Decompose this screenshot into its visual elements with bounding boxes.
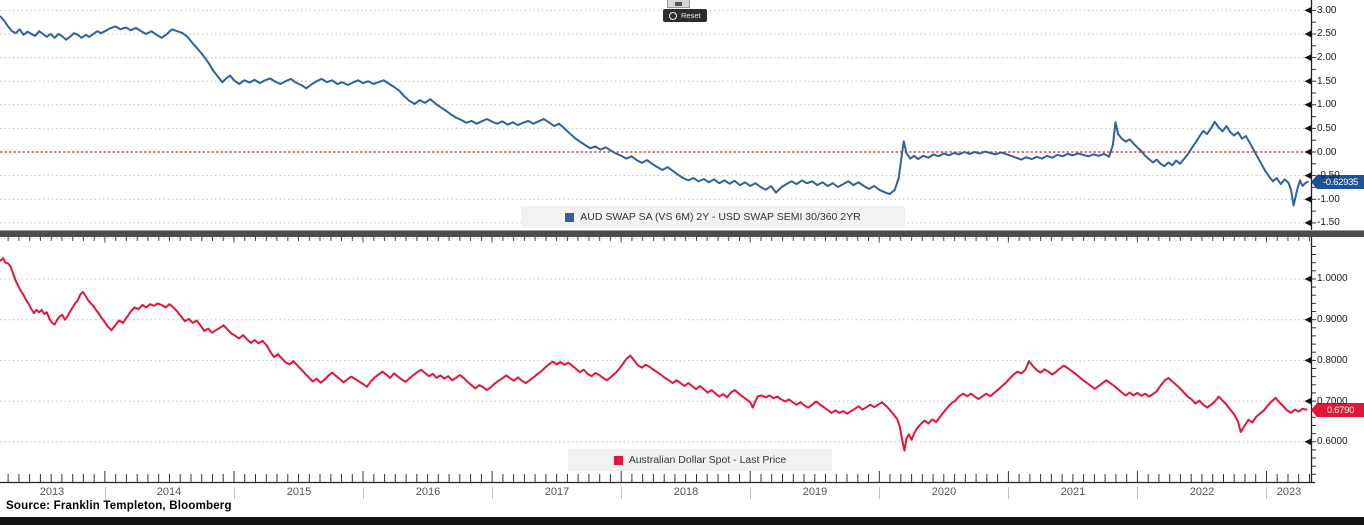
x-year-label: 2020	[931, 486, 957, 498]
y-tick-label: -0.50	[1317, 170, 1340, 181]
menu-glyph-icon	[675, 1, 682, 6]
year-separator	[750, 487, 751, 499]
x-year-label: 2018	[673, 486, 699, 498]
year-separator	[621, 487, 622, 499]
y-tick-label: 0.50	[1317, 123, 1337, 134]
x-year-label: 2014	[156, 486, 182, 498]
x-year-label: 2013	[39, 486, 65, 498]
y-tick-label: -1.00	[1317, 194, 1340, 205]
y-tick-label: 2.00	[1317, 52, 1337, 63]
year-separator	[1137, 487, 1138, 499]
reset-icon	[669, 11, 677, 20]
y-tick-label: 0.7000	[1317, 396, 1348, 407]
x-year-label: 2015	[286, 486, 312, 498]
y-tick-label: 3.00	[1317, 5, 1337, 16]
aud-legend-marker-icon	[613, 455, 623, 465]
y-tick-label: 1.50	[1317, 76, 1337, 87]
y-tick-label: 0.00	[1317, 147, 1337, 158]
swap-legend-label: AUD SWAP SA (VS 6M) 2Y - USD SWAP SEMI 3…	[580, 211, 861, 223]
y-tick-label: 0.6000	[1317, 436, 1348, 447]
x-year-label: 2021	[1060, 486, 1086, 498]
y-tick-label: 1.00	[1317, 99, 1337, 110]
aud-last-price-value: 0.6790	[1326, 404, 1355, 416]
swap-last-price-value: -0.62935	[1322, 176, 1359, 188]
legend-swap-spread[interactable]: AUD SWAP SA (VS 6M) 2Y - USD SWAP SEMI 3…	[521, 206, 905, 228]
x-year-label: 2023	[1276, 486, 1302, 498]
x-year-label: 2022	[1189, 486, 1215, 498]
year-separator	[492, 487, 493, 499]
swap-spread-plot-area[interactable]	[0, 0, 1311, 229]
reset-label: Reset	[681, 10, 701, 20]
y-tick-label: 0.9000	[1317, 314, 1348, 325]
aud-last-price-badge: 0.6790	[1311, 403, 1364, 417]
source-note: Source: Franklin Templeton, Bloomberg	[6, 500, 232, 512]
chart-menu-button[interactable]	[667, 0, 690, 8]
year-separator	[1266, 487, 1267, 499]
x-year-label: 2017	[544, 486, 570, 498]
bottom-black-bar	[0, 517, 1364, 525]
year-separator	[105, 487, 106, 499]
swap-last-price-badge: -0.62935	[1311, 175, 1364, 189]
aud-legend-label: Australian Dollar Spot - Last Price	[628, 454, 787, 466]
reset-zoom-button[interactable]: Reset	[663, 9, 707, 22]
year-separator	[879, 487, 880, 499]
year-separator	[234, 487, 235, 499]
y-tick-label: 2.50	[1317, 28, 1337, 39]
aud-spot-plot-area[interactable]	[0, 240, 1311, 477]
legend-aud-spot[interactable]: Australian Dollar Spot - Last Price	[568, 449, 832, 471]
year-separator	[1008, 487, 1009, 499]
x-year-label: 2016	[415, 486, 441, 498]
year-separator	[363, 487, 364, 499]
swap-legend-marker-icon	[565, 212, 575, 222]
y-tick-label: 1.0000	[1317, 273, 1348, 284]
x-year-label: 2019	[802, 486, 828, 498]
y-tick-label: -1.50	[1317, 217, 1340, 228]
y-tick-label: 0.8000	[1317, 355, 1348, 366]
panel-divider	[0, 230, 1364, 237]
